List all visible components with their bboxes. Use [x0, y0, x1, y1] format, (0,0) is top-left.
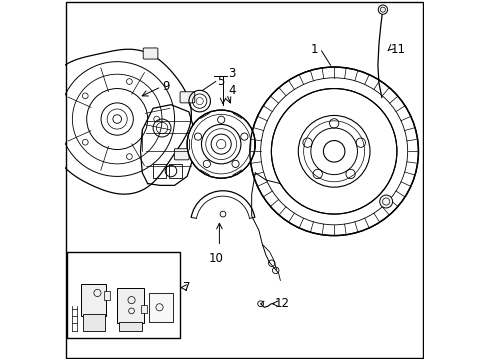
Text: 6: 6	[198, 152, 205, 165]
FancyBboxPatch shape	[143, 48, 158, 59]
Bar	[169, 164, 182, 178]
Bar	[103, 291, 110, 300]
Polygon shape	[46, 49, 191, 194]
Bar	[117, 288, 144, 323]
Circle shape	[379, 195, 392, 208]
Bar	[140, 305, 147, 313]
Text: 13: 13	[284, 183, 298, 195]
Bar	[119, 321, 142, 330]
Circle shape	[249, 67, 418, 235]
Circle shape	[187, 110, 255, 178]
Text: 9: 9	[162, 80, 169, 93]
Circle shape	[118, 292, 126, 300]
Text: 11: 11	[390, 42, 405, 55]
Text: 7: 7	[183, 281, 190, 294]
Circle shape	[378, 5, 387, 14]
Text: 4: 4	[228, 84, 235, 97]
Text: 10: 10	[208, 252, 223, 265]
Text: 12: 12	[274, 297, 289, 310]
FancyBboxPatch shape	[40, 92, 54, 103]
Bar	[149, 293, 172, 321]
Circle shape	[271, 89, 396, 214]
Text: 8: 8	[137, 274, 144, 287]
Bar	[67, 252, 180, 338]
Text: 2: 2	[385, 169, 393, 182]
Text: 5: 5	[217, 75, 224, 88]
Text: 1: 1	[310, 43, 317, 56]
Bar	[81, 284, 106, 316]
Bar	[153, 164, 165, 178]
FancyBboxPatch shape	[42, 142, 57, 153]
FancyBboxPatch shape	[174, 149, 189, 160]
Bar	[83, 315, 104, 330]
Text: 3: 3	[228, 67, 235, 80]
FancyBboxPatch shape	[180, 92, 194, 103]
